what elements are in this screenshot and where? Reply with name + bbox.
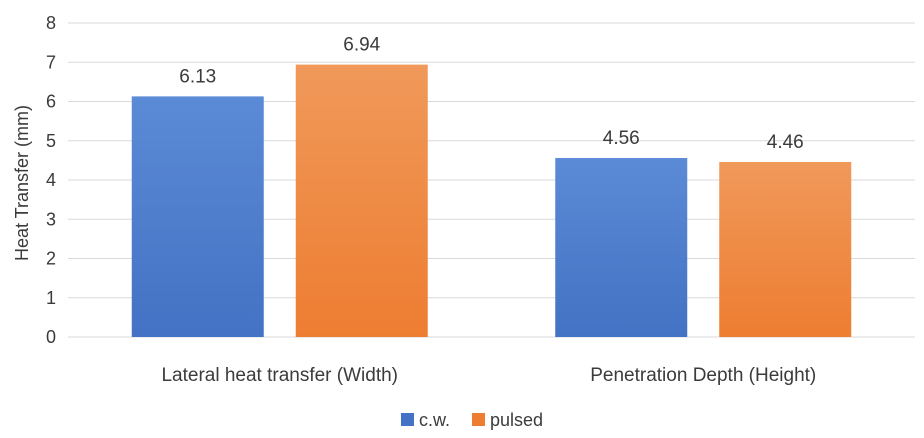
y-tick-label: 3 bbox=[46, 209, 56, 229]
bar-c-w bbox=[131, 96, 264, 338]
y-tick-label: 1 bbox=[46, 288, 56, 308]
y-tick-label: 0 bbox=[46, 327, 56, 347]
category-label: Penetration Depth (Height) bbox=[590, 365, 816, 386]
bar-c-w bbox=[555, 158, 688, 337]
data-label: 6.94 bbox=[343, 35, 380, 56]
data-label: 4.46 bbox=[767, 132, 804, 153]
y-tick-label: 2 bbox=[46, 249, 56, 269]
y-axis-title: Heat Transfer (mm) bbox=[12, 105, 32, 261]
y-tick-label: 8 bbox=[46, 13, 56, 33]
bars-layer bbox=[131, 64, 852, 338]
bar-pulsed bbox=[295, 64, 428, 337]
legend-label: c.w. bbox=[419, 410, 450, 430]
y-tick-label: 4 bbox=[46, 170, 56, 190]
data-label: 4.56 bbox=[603, 128, 640, 149]
legend-label: pulsed bbox=[490, 410, 543, 430]
bar-pulsed bbox=[719, 161, 852, 337]
y-tick-label: 7 bbox=[46, 52, 56, 72]
y-tick-label: 5 bbox=[46, 131, 56, 151]
legend: c.w. pulsed bbox=[400, 410, 543, 430]
category-label: Lateral heat transfer (Width) bbox=[161, 365, 398, 386]
labels-layer: 6.13 6.94 Lateral heat transfer (Width) 4.5… bbox=[161, 35, 816, 386]
y-tick-label: 6 bbox=[46, 92, 56, 112]
legend-swatch bbox=[400, 413, 414, 426]
legend-swatch bbox=[471, 413, 485, 426]
data-label: 6.13 bbox=[179, 66, 216, 87]
